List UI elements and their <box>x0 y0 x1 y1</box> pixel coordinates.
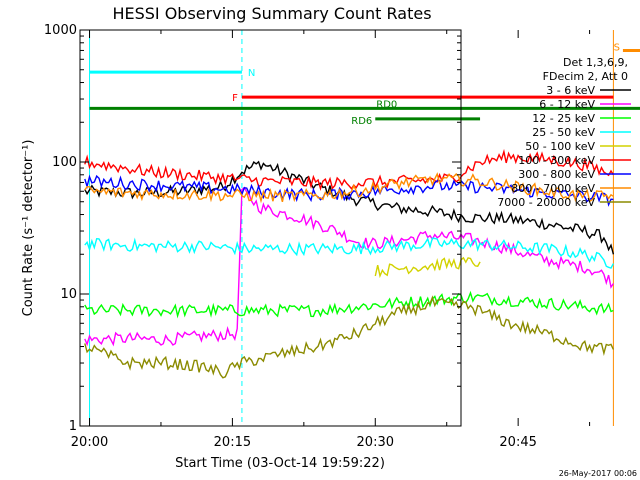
x-tick-label: 20:30 <box>357 435 394 450</box>
flag-layer: N S F RD0 RD6 <box>89 30 640 426</box>
legend-entry-label: 100 - 300 keV <box>518 154 595 167</box>
y-tick-label: 1 <box>69 419 77 434</box>
axis-layer: 20:0020:1520:3020:4521:0021:1521:3011010… <box>44 23 591 450</box>
flag-label: RD6 <box>351 116 372 127</box>
series-line <box>84 148 614 192</box>
series-line <box>84 174 614 207</box>
flag-label: N <box>248 68 255 79</box>
legend-entry-label: 300 - 800 keV <box>518 168 595 181</box>
plot-frame <box>79 29 462 427</box>
series-layer <box>84 148 615 379</box>
series-line <box>84 290 614 319</box>
flag-label: F <box>232 93 238 104</box>
series-line <box>84 186 614 347</box>
x-tick-label: 20:45 <box>499 435 536 450</box>
flag-label: S <box>614 42 620 53</box>
series-line <box>84 237 615 269</box>
y-tick-label: 1000 <box>44 23 77 38</box>
flag-label: RD0 <box>376 99 397 110</box>
legend-entry-label: 6 - 12 keV <box>539 98 595 111</box>
legend-entry-label: 50 - 100 keV <box>525 140 595 153</box>
x-tick-label: 20:00 <box>71 435 108 450</box>
x-axis-label: Start Time (03-Oct-14 19:59:22) <box>175 456 385 471</box>
series-line <box>374 256 481 279</box>
legend-header: Det 1,3,6,9, <box>563 56 628 69</box>
y-tick-label: 10 <box>60 287 77 302</box>
series-line <box>84 172 614 204</box>
series-line <box>84 295 615 379</box>
y-tick-label: 100 <box>52 155 77 170</box>
legend-entry-label: 25 - 50 keV <box>532 126 595 139</box>
legend-entry-label: 7000 - 20000 keV <box>497 196 595 209</box>
x-tick-label: 20:15 <box>214 435 251 450</box>
y-axis-label: Count Rate (s⁻¹ detector⁻¹) <box>21 140 36 317</box>
legend-entry-label: 3 - 6 keV <box>546 84 595 97</box>
footer-timestamp: 26-May-2017 00:06 <box>559 469 637 478</box>
legend-entry-label: 800 - 7000 keV <box>511 182 595 195</box>
legend-entry-label: 12 - 25 keV <box>532 112 595 125</box>
legend-header: FDecim 2, Att 0 <box>543 70 628 83</box>
chart-title: HESSI Observing Summary Count Rates <box>112 4 431 23</box>
